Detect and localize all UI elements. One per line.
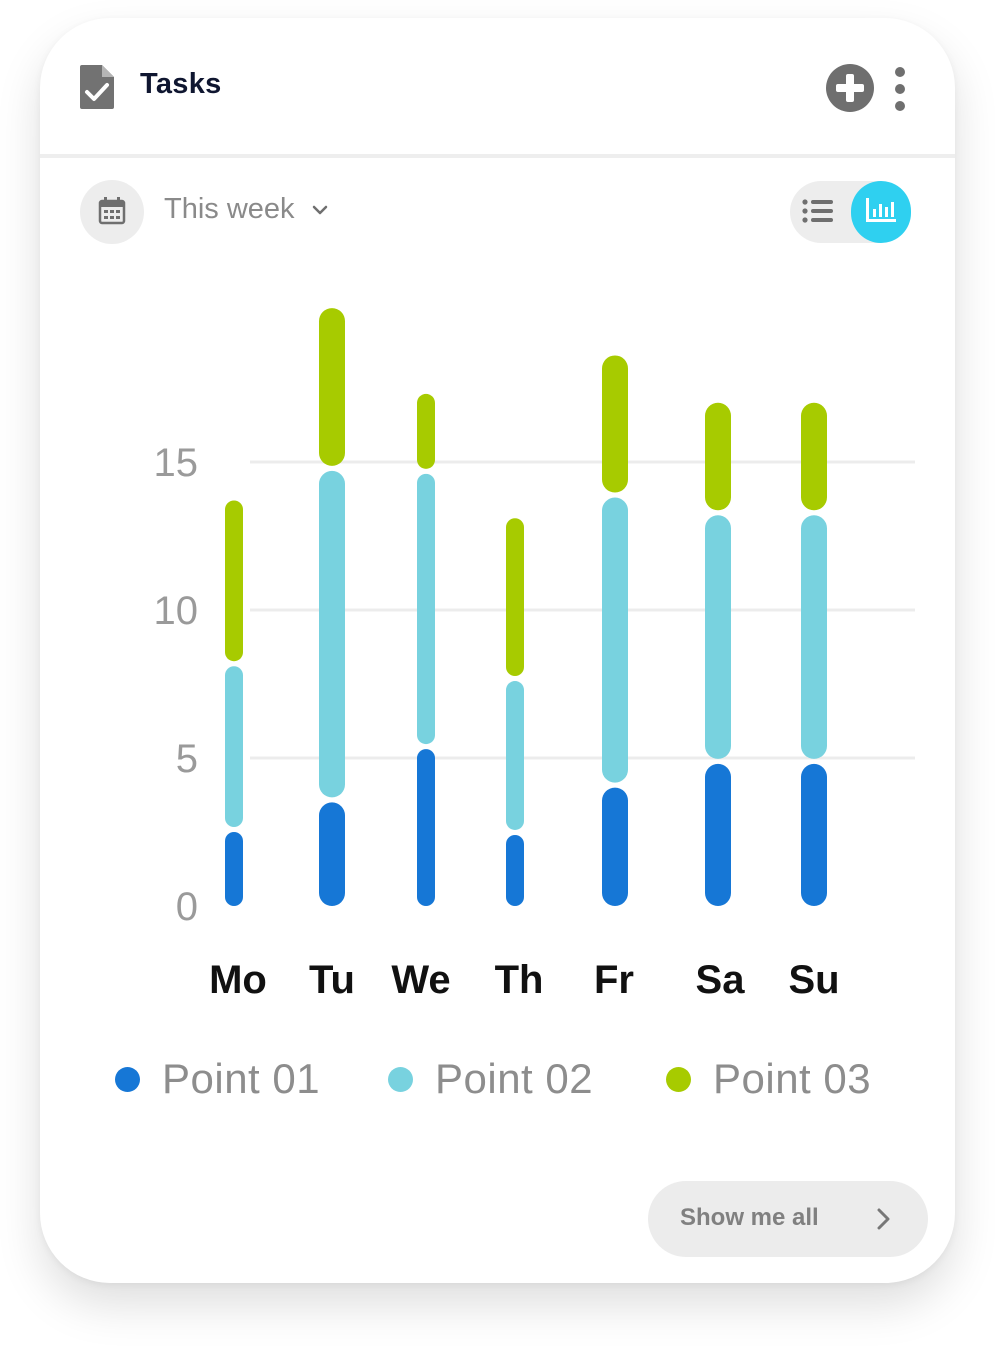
x-tick-label: Tu: [309, 958, 355, 1002]
more-options-button[interactable]: [888, 66, 912, 112]
bar-segment-point-02: [417, 473, 435, 745]
bar-segment-point-02: [506, 681, 524, 830]
bar-segment-point-01: [506, 834, 524, 906]
legend-item-point-03: Point 03: [666, 1054, 871, 1104]
x-tick-label: Sa: [696, 958, 746, 1002]
bar-segment-point-01: [602, 787, 628, 906]
x-tick-label: Th: [495, 958, 544, 1002]
add-task-button[interactable]: [826, 64, 874, 112]
bar-segment-point-01: [319, 802, 345, 906]
x-tick-label: Fr: [594, 958, 634, 1002]
legend-dot: [388, 1066, 413, 1092]
legend-label: Point 02: [435, 1055, 594, 1102]
bar-segment-point-02: [225, 666, 243, 827]
bar-segment-point-03: [801, 402, 827, 511]
card-title: Tasks: [140, 68, 222, 100]
bar-chart-icon: [866, 198, 896, 222]
list-view-button[interactable]: [790, 181, 848, 243]
x-tick-label: Su: [788, 958, 839, 1002]
legend-label: Point 03: [713, 1055, 872, 1102]
x-tick-label: Mo: [209, 958, 267, 1002]
card-header: Tasks: [40, 18, 955, 158]
document-check-icon: [80, 65, 114, 109]
list-icon: [802, 199, 833, 223]
y-tick-label: 10: [154, 589, 199, 633]
y-tick-label: 15: [154, 441, 199, 485]
x-tick-label: We: [391, 958, 450, 1002]
bar-segment-point-02: [705, 515, 731, 759]
chevron-right-icon: [877, 1208, 890, 1230]
bar-segment-point-01: [705, 763, 731, 906]
plus-circle-icon: [836, 74, 864, 102]
chevron-down-icon[interactable]: [310, 202, 330, 218]
view-toggle: [790, 181, 911, 243]
bar-segment-point-01: [225, 832, 243, 906]
calendar-button[interactable]: [80, 180, 144, 244]
bar-segment-point-03: [506, 518, 524, 677]
y-tick-label: 0: [176, 885, 198, 929]
legend-dot: [115, 1066, 140, 1092]
bar-segment-point-02: [602, 497, 628, 783]
show-all-button[interactable]: Show me all: [648, 1181, 928, 1257]
calendar-icon: [98, 197, 126, 225]
legend-label: Point 01: [162, 1055, 321, 1102]
bar-segment-point-03: [417, 393, 435, 469]
bar-segment-point-01: [417, 749, 435, 906]
bar-segment-point-03: [602, 355, 628, 493]
show-all-label: Show me all: [680, 1204, 819, 1231]
tasks-card: Tasks This wee: [40, 18, 955, 1283]
stacked-bar-chart: 0 5 10 15 Mo Tu We Th Fr Sa Su: [154, 308, 915, 1002]
period-selector[interactable]: This week: [164, 193, 295, 225]
chart-legend: Point 01 Point 02 Point 03: [115, 1054, 895, 1104]
chart-view-button[interactable]: [851, 181, 911, 243]
more-vertical-icon: [895, 67, 905, 111]
bar-segment-point-03: [319, 308, 345, 466]
bar-segment-point-01: [801, 763, 827, 906]
bar-segment-point-03: [705, 402, 731, 511]
legend-item-point-02: Point 02: [388, 1054, 593, 1104]
bar-segment-point-02: [319, 470, 345, 798]
bar-segment-point-03: [225, 500, 243, 662]
legend-item-point-01: Point 01: [115, 1054, 320, 1104]
legend-dot: [666, 1066, 691, 1092]
y-tick-label: 5: [176, 737, 198, 781]
bar-segment-point-02: [801, 515, 827, 759]
